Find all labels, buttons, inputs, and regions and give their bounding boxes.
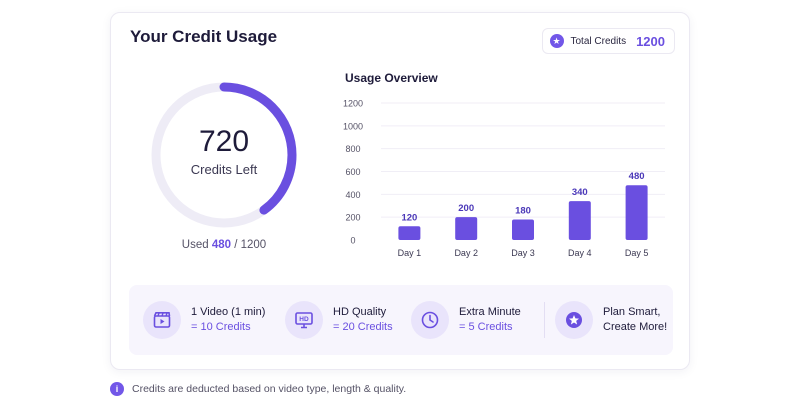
usage-bar-chart: 0 200 400 600 800 1000 1200 120 Day 1 200 Day 2 180… [343,99,665,258]
bar-value-label: 480 [629,171,645,182]
chart-bar [512,219,534,240]
credit-usage-card: Your Credit Usage ★ Total Credits 1200 7… [110,12,690,370]
credits-ring-gauge: 720 Credits Left [147,78,301,232]
feature-title: Extra Minute [459,306,521,318]
hd-monitor-icon: HD [285,301,323,339]
used-value: 480 [211,239,232,251]
credits-left-label: Credits Left [190,162,258,177]
info-icon: i [110,382,124,396]
chart-title: Usage Overview [345,71,438,85]
y-tick-label: 200 [345,213,360,223]
ring-svg [151,82,297,228]
total-credits-badge: ★ Total Credits 1200 [541,28,675,54]
star-icon: ★ [549,34,564,48]
bar-value-label: 200 [458,203,474,214]
star-icon [555,301,593,339]
bar-value-label: 180 [515,205,531,216]
credit-rates-strip: 1 Video (1 min) = 10 Credits HD HD Quali… [129,285,673,355]
feature-subtitle: Create More! [603,321,668,333]
bar-value-label: 120 [401,212,417,223]
video-clapper-icon [143,301,181,339]
chart-bar [625,185,648,240]
feature-cost: = 10 Credits [191,321,251,333]
y-tick-label: 1000 [343,121,363,131]
y-tick-label: 1200 [343,99,363,109]
y-tick-label: 0 [350,236,355,246]
y-tick-label: 400 [345,190,360,200]
total-credits-label: Total Credits [570,35,627,47]
feature-cost: = 5 Credits [459,321,513,333]
chart-bar [398,226,421,240]
x-tick-label: Day 4 [568,248,592,258]
footer-note-text: Credits are deducted based on video type… [132,383,407,395]
x-tick-label: Day 5 [625,248,649,258]
ring-progress [151,82,297,228]
divider [544,302,545,338]
x-tick-label: Day 1 [398,248,422,258]
feature-item-hd: HD HD Quality = 20 Credits [285,285,393,355]
chart-bar [455,217,478,240]
credits-left-value: 720 [198,125,250,158]
used-suffix: / 1200 [234,239,267,251]
total-credits-value: 1200 [636,33,665,49]
footer-note: i Credits are deducted based on video ty… [110,382,406,396]
feature-title: HD Quality [333,306,387,318]
feature-item-video: 1 Video (1 min) = 10 Credits [143,285,265,355]
used-credits-text: Used 480 / 1200 [147,239,301,251]
svg-text:HD: HD [299,316,309,323]
y-tick-label: 600 [345,167,360,177]
feature-title: Plan Smart, [603,306,661,318]
chart-bar [568,201,591,240]
feature-item-extra-minute: Extra Minute = 5 Credits [411,285,521,355]
y-tick-label: 800 [345,144,360,154]
bar-value-label: 340 [572,187,588,198]
feature-title: 1 Video (1 min) [191,306,266,318]
x-tick-label: Day 2 [454,248,478,258]
feature-item-plan-smart: Plan Smart, Create More! [555,285,667,355]
page-title: Your Credit Usage [130,27,278,46]
x-tick-label: Day 3 [511,248,535,258]
used-prefix: Used [181,239,209,251]
feature-cost: = 20 Credits [333,321,393,333]
clock-icon [411,301,449,339]
